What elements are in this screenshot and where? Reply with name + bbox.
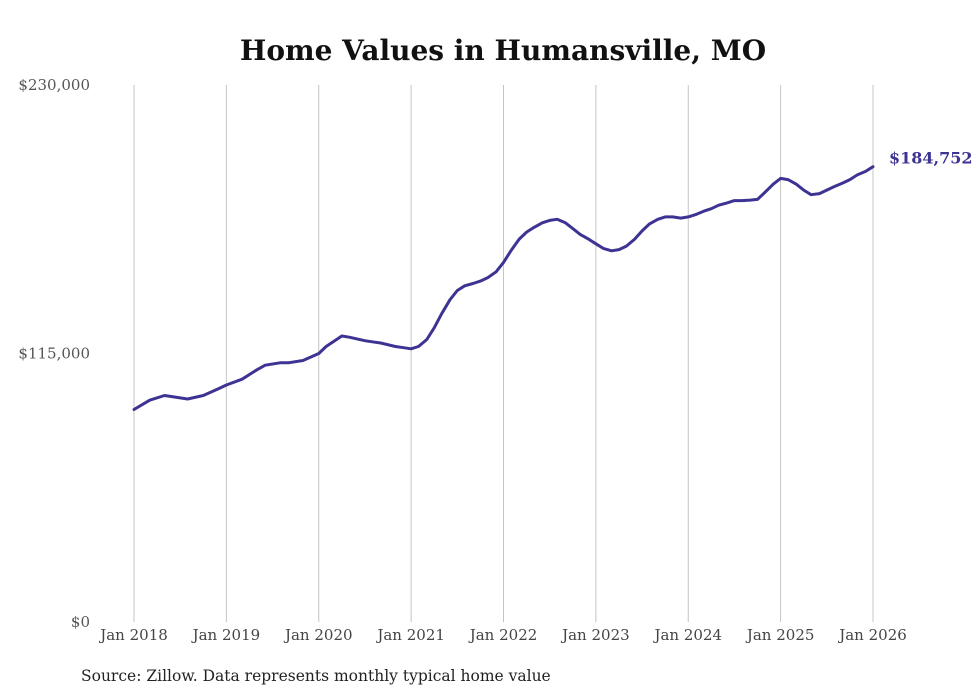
x-tick-label: Jan 2019 bbox=[191, 626, 261, 644]
source-note: Source: Zillow. Data represents monthly … bbox=[81, 667, 551, 685]
y-tick-label: $0 bbox=[71, 613, 90, 631]
y-tick-label: $230,000 bbox=[18, 76, 90, 94]
series-line bbox=[132, 165, 875, 411]
x-tick-label: Jan 2022 bbox=[468, 626, 538, 644]
gridlines bbox=[133, 85, 874, 622]
x-axis-ticks: Jan 2018 Jan 2019 Jan 2020 Jan 2021 Jan 2022… bbox=[98, 626, 907, 644]
series: $184,752 bbox=[132, 149, 973, 411]
y-axis-ticks: $0 $115,000 $230,000 bbox=[18, 76, 90, 631]
x-tick-label: Jan 2023 bbox=[560, 626, 630, 644]
x-tick-label: Jan 2020 bbox=[283, 626, 353, 644]
x-tick-label: Jan 2026 bbox=[837, 626, 907, 644]
chart-title: Home Values in Humansville, MO bbox=[240, 34, 766, 67]
series-end-label: $184,752 bbox=[889, 149, 973, 168]
x-tick-label: Jan 2018 bbox=[98, 626, 168, 644]
x-tick-label: Jan 2025 bbox=[745, 626, 815, 644]
y-tick-label: $115,000 bbox=[18, 345, 90, 363]
x-tick-label: Jan 2024 bbox=[652, 626, 722, 644]
x-tick-label: Jan 2021 bbox=[375, 626, 445, 644]
